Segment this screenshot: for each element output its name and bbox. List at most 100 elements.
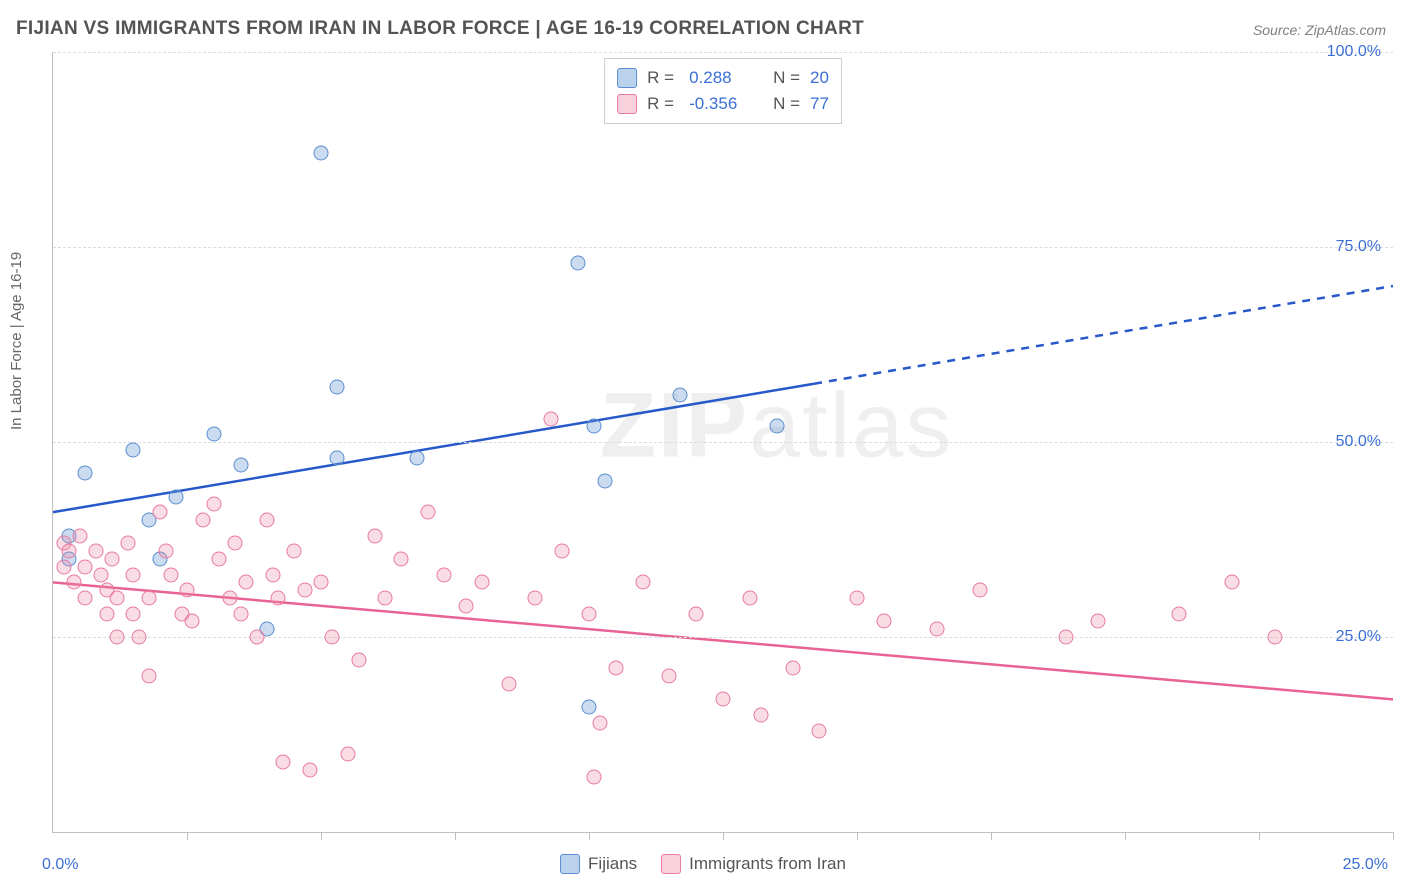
chart-title: FIJIAN VS IMMIGRANTS FROM IRAN IN LABOR … bbox=[16, 18, 864, 40]
data-point-iran bbox=[228, 536, 243, 551]
data-point-iran bbox=[88, 544, 103, 559]
r-label: R = bbox=[647, 65, 679, 91]
trend-line-fijians-dashed bbox=[814, 286, 1393, 384]
data-point-fijians bbox=[571, 255, 586, 270]
x-tick bbox=[321, 832, 322, 840]
data-point-iran bbox=[394, 552, 409, 567]
data-point-iran bbox=[544, 411, 559, 426]
y-tick-label: 100.0% bbox=[1327, 43, 1381, 61]
data-point-iran bbox=[1268, 630, 1283, 645]
data-point-iran bbox=[340, 747, 355, 762]
y-axis-label: In Labor Force | Age 16-19 bbox=[8, 252, 25, 430]
data-point-iran bbox=[260, 513, 275, 528]
data-point-iran bbox=[99, 606, 114, 621]
data-point-iran bbox=[249, 630, 264, 645]
data-point-fijians bbox=[587, 419, 602, 434]
data-point-iran bbox=[662, 669, 677, 684]
data-point-iran bbox=[876, 614, 891, 629]
data-point-iran bbox=[850, 591, 865, 606]
trend-line-fijians bbox=[53, 384, 814, 512]
legend-item-fijians: Fijians bbox=[560, 854, 637, 874]
data-point-iran bbox=[303, 762, 318, 777]
data-point-iran bbox=[158, 544, 173, 559]
data-point-iran bbox=[276, 754, 291, 769]
data-point-iran bbox=[1059, 630, 1074, 645]
swatch-blue-icon bbox=[560, 854, 580, 874]
series-legend: Fijians Immigrants from Iran bbox=[560, 854, 846, 874]
data-point-fijians bbox=[314, 146, 329, 161]
x-axis-origin-label: 0.0% bbox=[42, 856, 78, 874]
data-point-iran bbox=[94, 567, 109, 582]
data-point-iran bbox=[742, 591, 757, 606]
data-point-fijians bbox=[582, 700, 597, 715]
data-point-fijians bbox=[673, 388, 688, 403]
data-point-fijians bbox=[410, 450, 425, 465]
legend-label-fijians: Fijians bbox=[588, 854, 637, 874]
data-point-iran bbox=[287, 544, 302, 559]
data-point-iran bbox=[142, 591, 157, 606]
n-value-iran: 77 bbox=[810, 91, 829, 117]
data-point-iran bbox=[367, 528, 382, 543]
x-tick bbox=[857, 832, 858, 840]
x-tick bbox=[187, 832, 188, 840]
data-point-iran bbox=[608, 661, 623, 676]
correlation-row-iran: R = -0.356 N = 77 bbox=[617, 91, 829, 117]
data-point-fijians bbox=[206, 427, 221, 442]
data-point-iran bbox=[501, 676, 516, 691]
data-point-fijians bbox=[769, 419, 784, 434]
x-axis-max-label: 25.0% bbox=[1343, 856, 1388, 874]
correlation-row-fijians: R = 0.288 N = 20 bbox=[617, 65, 829, 91]
data-point-iran bbox=[196, 513, 211, 528]
data-point-iran bbox=[689, 606, 704, 621]
correlation-legend: R = 0.288 N = 20 R = -0.356 N = 77 bbox=[604, 58, 842, 124]
data-point-iran bbox=[206, 497, 221, 512]
data-point-iran bbox=[121, 536, 136, 551]
n-label: N = bbox=[773, 91, 800, 117]
data-point-iran bbox=[437, 567, 452, 582]
source-attribution: Source: ZipAtlas.com bbox=[1253, 22, 1386, 38]
chart-plot-area: ZIPatlas R = 0.288 N = 20 R = -0.356 N =… bbox=[52, 52, 1393, 833]
gridline bbox=[53, 247, 1393, 248]
r-label: R = bbox=[647, 91, 679, 117]
y-tick-label: 75.0% bbox=[1336, 238, 1381, 256]
r-value-fijians: 0.288 bbox=[689, 65, 757, 91]
data-point-iran bbox=[72, 528, 87, 543]
data-point-iran bbox=[1225, 575, 1240, 590]
n-value-fijians: 20 bbox=[810, 65, 829, 91]
data-point-fijians bbox=[233, 458, 248, 473]
y-tick-label: 25.0% bbox=[1336, 628, 1381, 646]
data-point-iran bbox=[126, 606, 141, 621]
data-point-iran bbox=[635, 575, 650, 590]
data-point-iran bbox=[314, 575, 329, 590]
data-point-iran bbox=[351, 653, 366, 668]
data-point-iran bbox=[56, 559, 71, 574]
x-tick bbox=[1259, 832, 1260, 840]
swatch-pink-icon bbox=[617, 94, 637, 114]
y-tick-label: 50.0% bbox=[1336, 433, 1381, 451]
data-point-fijians bbox=[169, 489, 184, 504]
data-point-iran bbox=[587, 770, 602, 785]
data-point-iran bbox=[153, 505, 168, 520]
data-point-iran bbox=[222, 591, 237, 606]
data-point-iran bbox=[62, 544, 77, 559]
swatch-pink-icon bbox=[661, 854, 681, 874]
data-point-iran bbox=[324, 630, 339, 645]
gridline bbox=[53, 442, 1393, 443]
data-point-fijians bbox=[330, 450, 345, 465]
data-point-iran bbox=[716, 692, 731, 707]
data-point-fijians bbox=[598, 474, 613, 489]
data-point-iran bbox=[421, 505, 436, 520]
data-point-iran bbox=[110, 630, 125, 645]
legend-item-iran: Immigrants from Iran bbox=[661, 854, 846, 874]
data-point-iran bbox=[185, 614, 200, 629]
data-point-iran bbox=[238, 575, 253, 590]
data-point-iran bbox=[271, 591, 286, 606]
data-point-iran bbox=[973, 583, 988, 598]
data-point-iran bbox=[378, 591, 393, 606]
data-point-fijians bbox=[78, 466, 93, 481]
x-tick bbox=[1393, 832, 1394, 840]
data-point-iran bbox=[528, 591, 543, 606]
data-point-iran bbox=[458, 598, 473, 613]
data-point-iran bbox=[163, 567, 178, 582]
n-label: N = bbox=[773, 65, 800, 91]
